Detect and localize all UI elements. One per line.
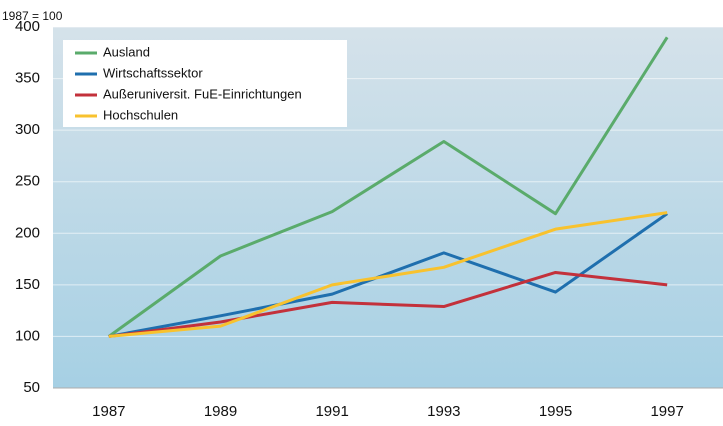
- annotation: 1987 = 100: [2, 9, 63, 23]
- series-line: [108, 211, 668, 338]
- y-tick-label: 350: [15, 70, 40, 87]
- x-tick-label: 1997: [650, 403, 683, 420]
- x-tick-label: 1987: [92, 403, 125, 420]
- legend-label: Ausland: [103, 44, 150, 59]
- series-line: [107, 36, 669, 338]
- legend-label: Hochschulen: [103, 107, 178, 122]
- y-tick-label: 50: [23, 379, 40, 396]
- y-tick-label: 200: [15, 224, 40, 241]
- y-tick-label: 300: [15, 121, 40, 138]
- legend-box: [63, 40, 347, 127]
- x-tick-label: 1989: [204, 403, 237, 420]
- series-line: [108, 212, 669, 338]
- y-tick-label: 100: [15, 327, 40, 344]
- legend-label: Wirtschaftssektor: [103, 65, 203, 80]
- y-tick-label: 400: [15, 18, 40, 35]
- legend-label: Außeruniversit. FuE-Einrichtungen: [103, 86, 302, 101]
- series-line: [108, 270, 668, 338]
- x-tick-label: 1991: [315, 403, 348, 420]
- y-tick-label: 150: [15, 276, 40, 293]
- y-tick-label: 250: [15, 173, 40, 190]
- x-tick-label: 1993: [427, 403, 460, 420]
- x-tick-label: 1995: [539, 403, 572, 420]
